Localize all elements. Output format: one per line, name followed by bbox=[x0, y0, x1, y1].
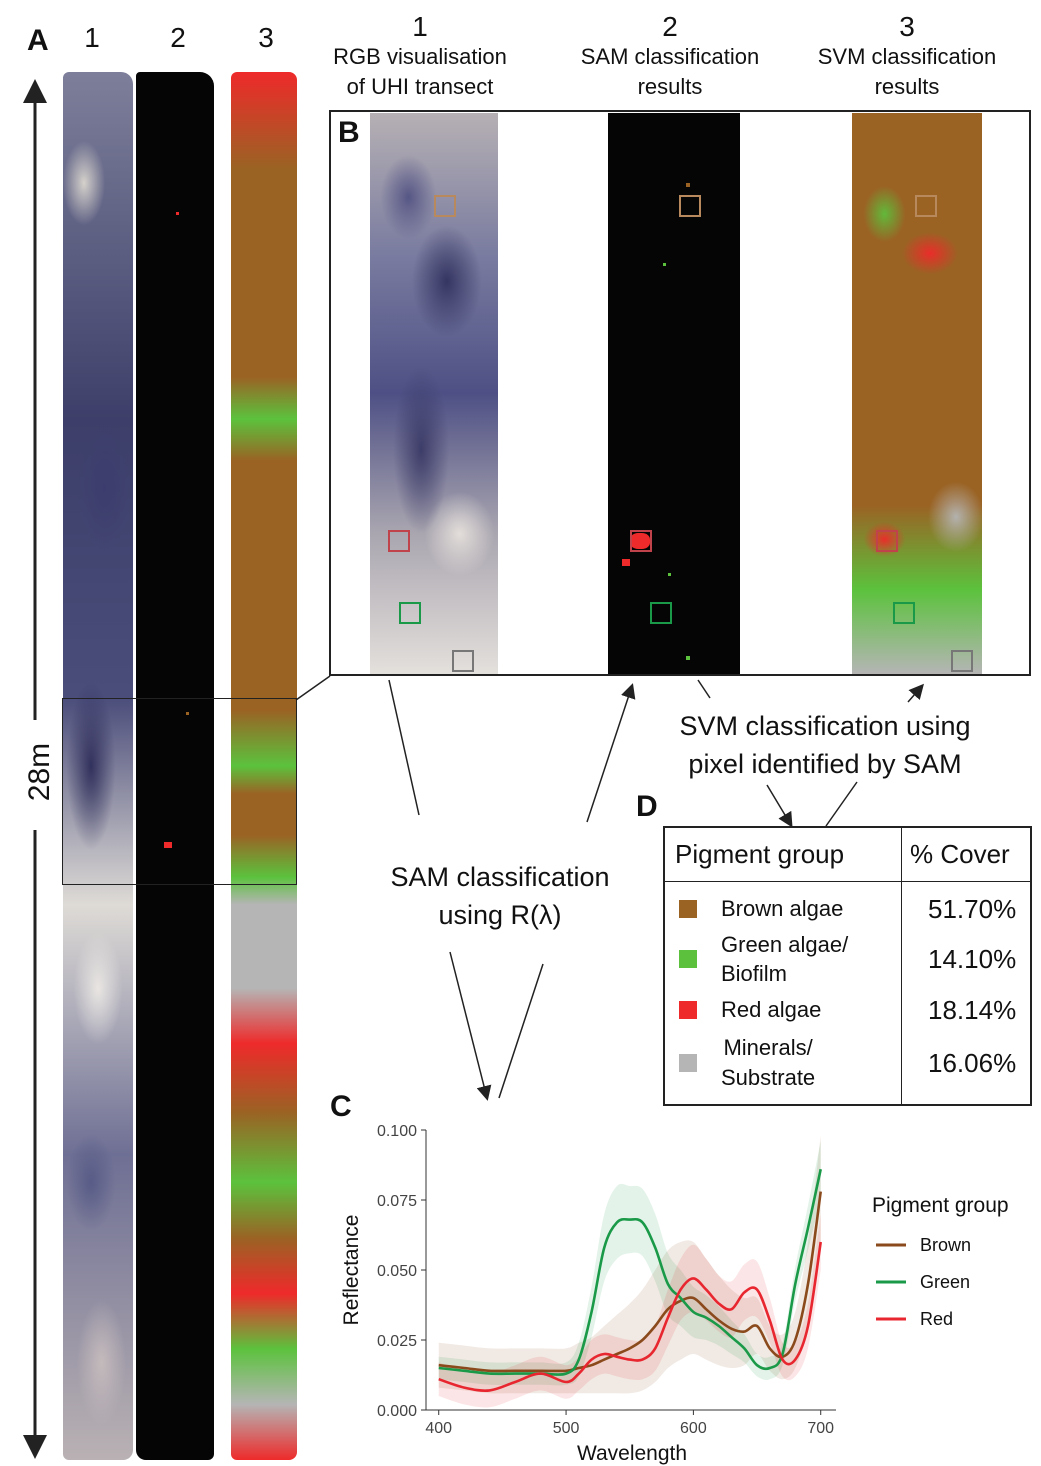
x-axis-title: Wavelength bbox=[577, 1442, 687, 1465]
cover-legend-cell: Brown algae Green algae/ Biofilm Red alg… bbox=[663, 880, 902, 1105]
legend-label-red: Red bbox=[920, 1309, 953, 1329]
header-3-line1: SVM classification bbox=[817, 44, 997, 69]
red-marker-sam bbox=[630, 530, 652, 552]
cover-row-green: Green algae/ Biofilm bbox=[673, 928, 893, 990]
red-swatch bbox=[679, 1000, 697, 1019]
brown-marker-sam bbox=[679, 195, 701, 217]
sam-annotation-line1: SAM classification bbox=[390, 862, 610, 892]
grey-swatch bbox=[679, 1053, 697, 1072]
brown-swatch bbox=[679, 899, 697, 918]
cover-row-red: Red algae bbox=[673, 990, 893, 1030]
panel-b-frame bbox=[329, 110, 1031, 676]
brown-marker-rgb bbox=[434, 195, 456, 217]
band-brown bbox=[438, 1135, 821, 1394]
cover-header-percent: % Cover bbox=[901, 826, 1032, 882]
y-tick-label: 0.000 bbox=[377, 1403, 417, 1420]
header-2-number: 2 bbox=[662, 11, 678, 42]
legend-title: Pigment group bbox=[872, 1194, 1009, 1217]
brown-label: Brown algae bbox=[721, 895, 844, 921]
column-2-number: 2 bbox=[170, 22, 186, 53]
y-tick-label: 0.100 bbox=[377, 1123, 417, 1140]
header-1-line2: of UHI transect bbox=[346, 74, 494, 99]
header-3-number: 3 bbox=[899, 11, 915, 42]
grey-value: 16.06% bbox=[928, 1047, 1017, 1078]
series-line-brown bbox=[438, 1191, 823, 1373]
x-tick-label: 400 bbox=[425, 1420, 452, 1437]
red-marker-rgb bbox=[388, 530, 410, 552]
brown-marker-svm bbox=[915, 195, 937, 217]
grey-label-line1: Minerals/ bbox=[723, 1034, 813, 1060]
green-marker-svm bbox=[893, 602, 915, 624]
band-red bbox=[438, 1214, 821, 1408]
header-2-line2: results bbox=[637, 74, 703, 99]
red-label: Red algae bbox=[721, 996, 822, 1022]
header-2-line1: SAM classification bbox=[580, 44, 760, 69]
green-label-line2: Biofilm bbox=[721, 960, 788, 986]
panel-b-header-2: 2 SAM classification results bbox=[565, 12, 775, 102]
cover-header-group: Pigment group bbox=[663, 826, 902, 882]
grey-marker-rgb bbox=[452, 650, 474, 672]
green-label-line1: Green algae/ bbox=[721, 931, 849, 957]
sam-strip-full bbox=[136, 72, 214, 1460]
cover-row-brown: Brown algae bbox=[673, 890, 893, 928]
y-tick-label: 0.025 bbox=[377, 1333, 417, 1350]
panel-b-label: B bbox=[338, 116, 360, 149]
column-3-number: 3 bbox=[258, 22, 274, 53]
svm-annotation-line1: SVM classification using bbox=[679, 711, 971, 741]
y-tick-label: 0.075 bbox=[377, 1193, 417, 1210]
grey-marker-svm bbox=[951, 650, 973, 672]
header-3-line2: results bbox=[874, 74, 940, 99]
sam-zoom-image bbox=[608, 113, 740, 674]
inset-connector bbox=[295, 675, 331, 701]
rgb-strip-full bbox=[63, 72, 133, 1460]
y-axis-title: Reflectance bbox=[340, 1215, 363, 1326]
svm-annotation: SVM classification using pixel identifie… bbox=[655, 707, 995, 783]
panel-b-header-3: 3 SVM classification results bbox=[802, 12, 1012, 102]
red-value: 18.14% bbox=[928, 994, 1017, 1025]
panel-c-label: C bbox=[330, 1090, 352, 1123]
header-1-number: 1 bbox=[412, 11, 428, 42]
green-marker-rgb bbox=[399, 602, 421, 624]
svm-annotation-line2: pixel identified by SAM bbox=[688, 749, 962, 779]
cover-table: Pigment group % Cover Brown algae Green … bbox=[663, 826, 1032, 1106]
panel-b-header-1: 1 RGB visualisation of UHI transect bbox=[320, 12, 520, 102]
sam-annotation: SAM classification using R(λ) bbox=[370, 858, 630, 934]
x-tick-label: 700 bbox=[807, 1420, 834, 1437]
x-tick-label: 500 bbox=[553, 1420, 580, 1437]
inset-box bbox=[62, 698, 297, 885]
column-1-number: 1 bbox=[84, 22, 100, 53]
cover-value-cell: 51.70% 14.10% 18.14% 16.06% bbox=[901, 880, 1032, 1105]
legend-label-green: Green bbox=[920, 1272, 970, 1292]
x-tick-label: 600 bbox=[680, 1420, 707, 1437]
sam-annotation-line2: using R(λ) bbox=[438, 900, 562, 930]
grey-label-line2: Substrate bbox=[721, 1064, 816, 1090]
panel-d-label: D bbox=[636, 790, 658, 823]
y-tick-label: 0.050 bbox=[377, 1263, 417, 1280]
green-marker-sam bbox=[650, 602, 672, 624]
header-1-line1: RGB visualisation bbox=[333, 44, 507, 69]
reflectance-chart: 0.000 0.025 0.050 0.075 0.100 400 500 600 700 W… bbox=[340, 1123, 1009, 1465]
svm-zoom-image bbox=[852, 113, 982, 674]
cover-row-grey: Minerals/ Substrate bbox=[673, 1030, 893, 1096]
panel-a-label: A bbox=[27, 24, 49, 57]
scale-arrow bbox=[23, 79, 47, 1459]
legend-label-brown: Brown bbox=[920, 1235, 971, 1255]
green-swatch bbox=[679, 949, 697, 968]
red-marker-svm bbox=[876, 530, 898, 552]
svm-strip-full bbox=[231, 72, 297, 1460]
brown-value: 51.70% bbox=[928, 893, 1017, 924]
series-line-red bbox=[438, 1241, 823, 1392]
green-value: 14.10% bbox=[928, 943, 1017, 974]
